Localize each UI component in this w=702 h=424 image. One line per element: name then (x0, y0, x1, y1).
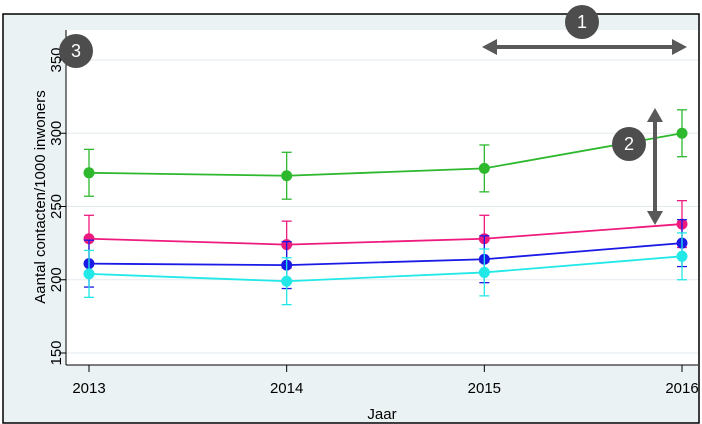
series-1-point-2013 (83, 167, 95, 179)
vertical-double-arrow (647, 108, 663, 225)
y-tick-label-150: 150 (48, 340, 65, 365)
badge-1-label: 1 (577, 12, 587, 32)
series-4-line (88, 255, 683, 283)
x-axis-ticks: 2013 2014 2015 2016 (72, 365, 699, 397)
badge-2: 2 (612, 127, 646, 161)
x-tick-label-2016: 2016 (665, 380, 698, 397)
y-tick-label-250: 250 (48, 194, 65, 219)
x-tick-label-2013: 2013 (72, 380, 105, 397)
series-layer (83, 109, 688, 306)
series-1-line (88, 132, 683, 177)
horizontal-double-arrow (482, 39, 687, 55)
series-1-point-2014 (281, 170, 293, 182)
badge-1-circle (565, 5, 599, 39)
gridlines (66, 59, 698, 354)
horizontal-arrow-right-head (672, 39, 687, 55)
horizontal-arrow-left-head (482, 39, 497, 55)
badge-2-circle (612, 127, 646, 161)
series-1-point-2016 (676, 127, 688, 139)
y-tick-label-300: 300 (48, 121, 65, 146)
x-axis-label: Jaar (367, 406, 396, 423)
series-4 (83, 232, 688, 306)
series-1 (83, 109, 688, 200)
y-axis-label: Aantal contacten/1000 inwoners (32, 90, 49, 303)
series-4-point-2013 (83, 268, 95, 280)
badge-1: 1 (565, 5, 599, 39)
x-tick-label-2014: 2014 (270, 380, 303, 397)
annotations: 1 2 3 (59, 5, 687, 225)
vertical-arrow-top-head (647, 108, 663, 122)
badge-3: 3 (59, 34, 93, 68)
y-tick-label-200: 200 (48, 267, 65, 292)
series-4-point-2014 (281, 275, 293, 287)
series-3-line (88, 242, 683, 267)
series-1-point-2015 (478, 162, 490, 174)
series-2-point-2013 (83, 233, 95, 245)
plot-area (66, 30, 698, 365)
x-tick-label-2015: 2015 (468, 380, 501, 397)
badge-2-label: 2 (624, 134, 634, 154)
series-4-point-2015 (478, 266, 490, 278)
badge-3-label: 3 (71, 41, 81, 61)
vertical-arrow-bottom-head (647, 211, 663, 225)
badge-3-circle (59, 34, 93, 68)
series-2-line (88, 223, 683, 246)
series-4-point-2016 (676, 250, 688, 262)
